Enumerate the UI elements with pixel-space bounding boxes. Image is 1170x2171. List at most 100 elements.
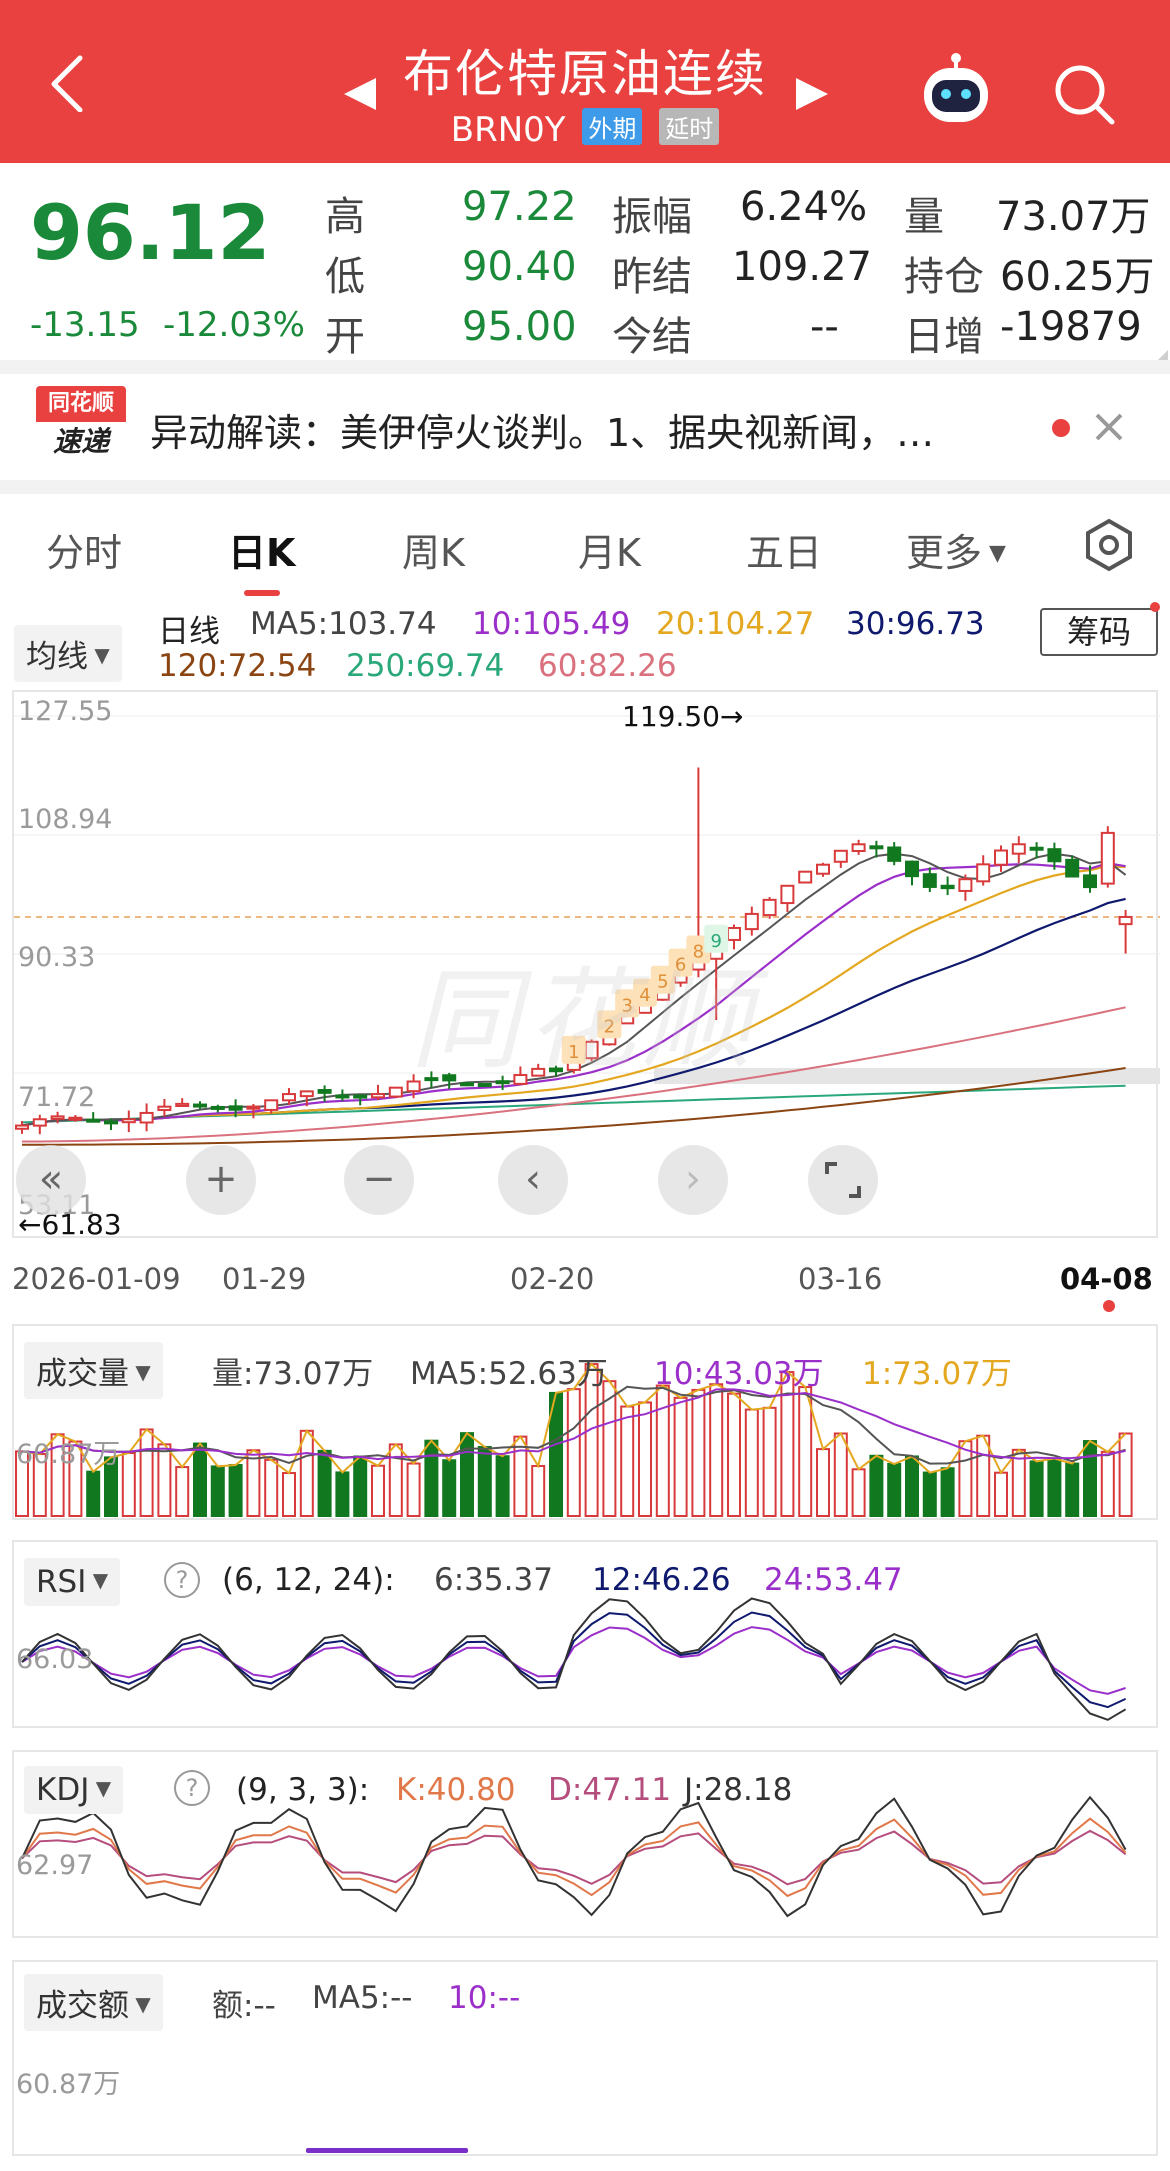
candle-body (513, 1074, 528, 1085)
candle-body (299, 1090, 314, 1098)
rsi-params: (6, 12, 24): (222, 1562, 395, 1598)
help-icon[interactable]: ? (174, 1770, 210, 1806)
tab-monthly-k[interactable]: 月K (578, 531, 641, 575)
top-bar: 布伦特原油连续 BRN0Y 外期 延时 (0, 0, 1170, 163)
ma60-value: 60:82.26 (538, 648, 677, 684)
candle-body (317, 1089, 332, 1094)
candle-body (922, 873, 937, 888)
high-marker: 119.50→ (622, 700, 744, 733)
zoom-in-button[interactable]: + (186, 1145, 256, 1215)
candle-body (1047, 848, 1062, 863)
candle-body (958, 878, 973, 892)
chart-settings-icon[interactable] (1082, 518, 1136, 576)
help-icon[interactable]: ? (164, 1562, 200, 1598)
candle-body (1011, 843, 1026, 855)
volume-selector-label: 成交量 (36, 1356, 129, 1392)
ma5-value: MA5:103.74 (250, 606, 437, 642)
tab-more-label: 更多 (906, 531, 983, 575)
scroll-left-button[interactable]: ‹ (498, 1145, 568, 1215)
back-icon[interactable] (40, 52, 100, 113)
volume-chart[interactable] (12, 1324, 1158, 1520)
volume-bar (335, 1471, 350, 1517)
candle-body (442, 1074, 457, 1082)
kdj-indicator-selector[interactable]: KDJ ▼ (24, 1766, 124, 1814)
ma-selector-label: 均线 (26, 639, 88, 675)
tab-five-day[interactable]: 五日 (746, 531, 823, 575)
candle-body (228, 1105, 243, 1111)
volume-bar (709, 1383, 724, 1518)
ma60-line (22, 1006, 1126, 1143)
candle-body (798, 870, 813, 884)
volume-bar (121, 1451, 136, 1518)
volume-value: 73.07万 (996, 194, 1151, 240)
price-change: -13.15 (30, 305, 140, 345)
volume-bar (264, 1458, 279, 1518)
volume-indicator-selector[interactable]: 成交量 ▼ (24, 1342, 163, 1399)
volume-bar (1029, 1460, 1044, 1517)
sequence-marker-text: 6 (675, 955, 686, 976)
volume-bar (477, 1446, 492, 1517)
divider (0, 360, 1170, 374)
turnover-ma10: 10:-- (448, 1980, 521, 2016)
fullscreen-button[interactable] (808, 1145, 878, 1215)
scroll-left-fast-button[interactable]: « (16, 1145, 86, 1215)
volume-bar (1100, 1450, 1115, 1517)
candle-body (851, 843, 866, 853)
turnover-chart[interactable] (12, 1960, 1158, 2156)
volume-bar (620, 1405, 635, 1517)
tab-daily-k[interactable]: 日K (228, 531, 296, 575)
candle-body (460, 1082, 474, 1087)
high-value: 97.22 (462, 184, 577, 230)
ma20-line (21, 864, 1126, 1127)
caret-down-icon: ▼ (88, 643, 110, 667)
turnover-amount: 额:-- (212, 1988, 276, 2024)
close-icon[interactable] (1092, 410, 1126, 448)
turnover-ma5: MA5:-- (312, 1980, 413, 2016)
low-marker: ←61.83 (18, 1208, 122, 1241)
volume-bar (15, 1450, 29, 1517)
candle-body (780, 884, 795, 905)
kdj-d-line (21, 1829, 1127, 1886)
x-axis-label: 2026-01-09 (12, 1262, 181, 1296)
candle-body (994, 849, 1008, 866)
volume-bar (157, 1443, 172, 1517)
open-interest-label: 持仓 (904, 254, 984, 300)
tab-more[interactable]: 更多 ▼ (906, 522, 1006, 577)
volume-bar (940, 1467, 955, 1518)
volume-bar (86, 1470, 101, 1518)
ma-selector[interactable]: 均线 ▼ (14, 625, 122, 682)
search-icon[interactable] (1050, 60, 1120, 130)
tab-intraday[interactable]: 分时 (46, 531, 123, 575)
prev-contract-arrow-icon[interactable] (340, 74, 380, 118)
rsi-svg (21, 1597, 1127, 1721)
turnover-indicator-selector[interactable]: 成交额 ▼ (24, 1974, 163, 2031)
zoom-out-button[interactable]: − (344, 1145, 414, 1215)
kdj-chart[interactable] (12, 1750, 1158, 1938)
rsi24-line (21, 1626, 1126, 1695)
volume-bar (406, 1462, 421, 1518)
rsi-y-label: 66.03 (16, 1644, 94, 1675)
candle-body (744, 912, 759, 931)
volume-ma10-line (21, 1388, 1126, 1461)
logo-top-text: 同花顺 (36, 386, 126, 422)
volume-bar (193, 1442, 207, 1517)
rsi-chart[interactable] (12, 1540, 1158, 1728)
chip-distribution-button[interactable]: 筹码 (1040, 608, 1158, 656)
robot-assistant-icon[interactable] (916, 52, 996, 132)
candle-body (495, 1080, 510, 1085)
next-contract-arrow-icon[interactable] (792, 74, 832, 118)
volume-bar (816, 1448, 830, 1517)
news-ticker[interactable]: 同花顺 速递 异动解读：美伊停火谈判。1、据央视新闻，… (0, 372, 1170, 477)
daily-change-value: -19879 (1000, 304, 1142, 350)
period-label: 日线 (158, 614, 220, 650)
price-change-percent: -12.03% (163, 305, 305, 345)
ma20-value: 20:104.27 (656, 606, 815, 642)
amplitude-label: 振幅 (612, 194, 692, 240)
scroll-right-button[interactable]: › (658, 1145, 728, 1215)
candle-body (1065, 858, 1080, 878)
rsi-indicator-selector[interactable]: RSI ▼ (24, 1558, 121, 1606)
candle-body (353, 1094, 368, 1099)
tab-weekly-k[interactable]: 周K (402, 531, 465, 575)
logo-bottom-text: 速递 (52, 425, 109, 458)
